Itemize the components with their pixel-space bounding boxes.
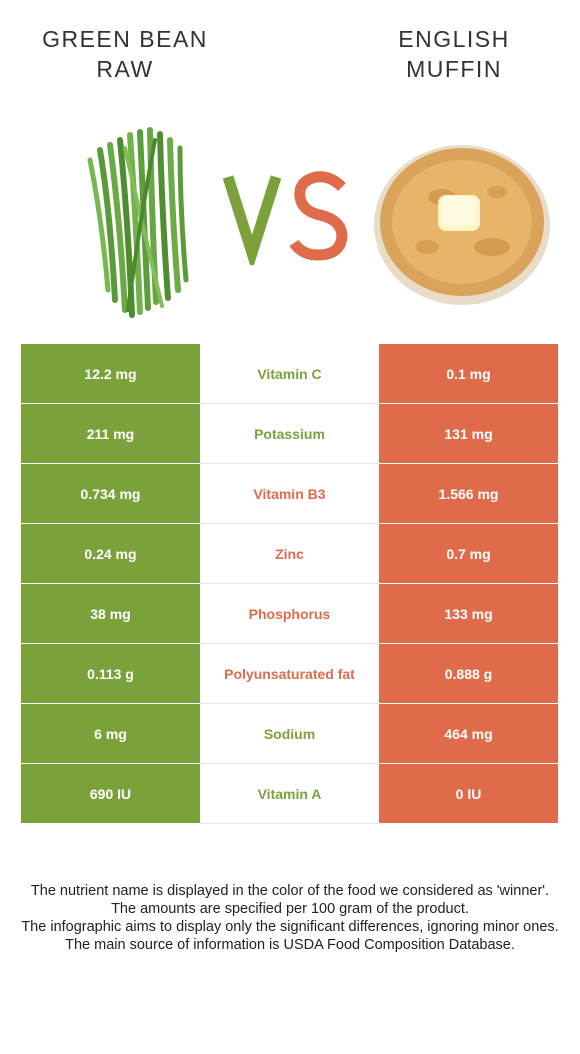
table-row: 38 mg Phosphorus 133 mg xyxy=(21,584,558,644)
nutrient-name-cell: Phosphorus xyxy=(200,584,379,644)
left-value-cell: 0.734 mg xyxy=(21,464,200,524)
nutrient-name-cell: Zinc xyxy=(200,524,379,584)
right-value-cell: 0.7 mg xyxy=(379,524,558,584)
table-row: 0.24 mg Zinc 0.7 mg xyxy=(21,524,558,584)
right-food-title-line2: MUFFIN xyxy=(406,56,502,82)
table-row: 12.2 mg Vitamin C 0.1 mg xyxy=(21,344,558,404)
right-value-cell: 131 mg xyxy=(379,404,558,464)
left-value-cell: 6 mg xyxy=(21,704,200,764)
comparison-table: 12.2 mg Vitamin C 0.1 mg 211 mg Potassium 131… xyxy=(21,344,558,824)
right-value-cell: 464 mg xyxy=(379,704,558,764)
nutrient-name-cell: Potassium xyxy=(200,404,379,464)
left-value-cell: 12.2 mg xyxy=(21,344,200,404)
nutrient-name-cell: Vitamin B3 xyxy=(200,464,379,524)
footer-line: The main source of information is USDA F… xyxy=(65,937,515,953)
left-value-cell: 690 IU xyxy=(21,764,200,824)
left-value-cell: 0.113 g xyxy=(21,644,200,704)
vs-label xyxy=(222,171,348,265)
table-row: 211 mg Potassium 131 mg xyxy=(21,404,558,464)
nutrient-name-cell: Vitamin A xyxy=(200,764,379,824)
table-row: 6 mg Sodium 464 mg xyxy=(21,704,558,764)
right-value-cell: 0 IU xyxy=(379,764,558,824)
right-food-title-line1: ENGLISH xyxy=(398,26,510,52)
right-value-cell: 0.888 g xyxy=(379,644,558,704)
left-value-cell: 211 mg xyxy=(21,404,200,464)
right-food-title: ENGLISH MUFFIN xyxy=(339,24,569,84)
footer-notes: The nutrient name is displayed in the co… xyxy=(20,882,560,954)
table-row: 0.734 mg Vitamin B3 1.566 mg xyxy=(21,464,558,524)
left-value-cell: 38 mg xyxy=(21,584,200,644)
footer-line: The nutrient name is displayed in the co… xyxy=(30,883,550,899)
footer-line: The amounts are specified per 100 gram o… xyxy=(111,901,469,917)
right-value-cell: 0.1 mg xyxy=(379,344,558,404)
english-muffin-icon xyxy=(374,145,550,305)
footer-line: The infographic aims to display only the… xyxy=(21,919,559,935)
right-value-cell: 1.566 mg xyxy=(379,464,558,524)
nutrient-name-cell: Vitamin C xyxy=(200,344,379,404)
green-beans-icon xyxy=(87,127,189,318)
left-food-title-line1: GREEN BEAN xyxy=(42,26,208,52)
left-food-title-line2: RAW xyxy=(96,56,154,82)
left-food-title: GREEN BEAN RAW xyxy=(10,24,240,84)
left-value-cell: 0.24 mg xyxy=(21,524,200,584)
nutrient-name-cell: Polyunsaturated fat xyxy=(200,644,379,704)
nutrient-name-cell: Sodium xyxy=(200,704,379,764)
right-value-cell: 133 mg xyxy=(379,584,558,644)
table-row: 0.113 g Polyunsaturated fat 0.888 g xyxy=(21,644,558,704)
